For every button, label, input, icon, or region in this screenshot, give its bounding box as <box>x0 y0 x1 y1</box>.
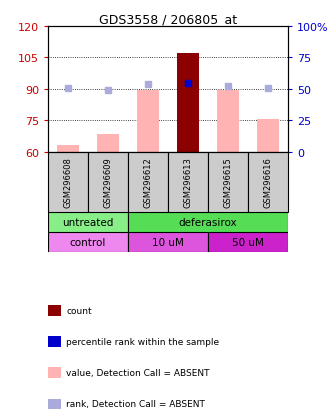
Text: GSM296613: GSM296613 <box>183 157 193 208</box>
Bar <box>128 212 288 232</box>
Bar <box>128 153 168 212</box>
Text: control: control <box>70 237 106 247</box>
Text: rank, Detection Call = ABSENT: rank, Detection Call = ABSENT <box>66 399 205 408</box>
Text: deferasirox: deferasirox <box>179 217 237 227</box>
Text: percentile rank within the sample: percentile rank within the sample <box>66 337 219 346</box>
Text: value, Detection Call = ABSENT: value, Detection Call = ABSENT <box>66 368 210 377</box>
Title: GDS3558 / 206805_at: GDS3558 / 206805_at <box>99 13 237 26</box>
Text: GSM296609: GSM296609 <box>104 157 113 208</box>
Text: 10 uM: 10 uM <box>152 237 184 247</box>
Bar <box>88 153 128 212</box>
Text: GSM296608: GSM296608 <box>64 157 72 208</box>
Text: GSM296615: GSM296615 <box>223 157 232 208</box>
Bar <box>48 212 128 232</box>
Bar <box>97 135 119 153</box>
Bar <box>248 153 288 212</box>
Text: GSM296612: GSM296612 <box>143 157 153 208</box>
Bar <box>257 120 279 153</box>
Bar <box>48 153 88 212</box>
Bar <box>168 153 208 212</box>
Bar <box>217 91 239 153</box>
Bar <box>128 232 208 252</box>
Bar <box>57 145 79 153</box>
Bar <box>177 54 199 153</box>
Text: GSM296616: GSM296616 <box>263 157 272 208</box>
Bar <box>208 232 288 252</box>
Bar <box>48 232 128 252</box>
Bar <box>137 91 159 153</box>
Text: untreated: untreated <box>62 217 114 227</box>
Bar <box>208 153 248 212</box>
Text: 50 uM: 50 uM <box>232 237 264 247</box>
Text: count: count <box>66 306 92 315</box>
